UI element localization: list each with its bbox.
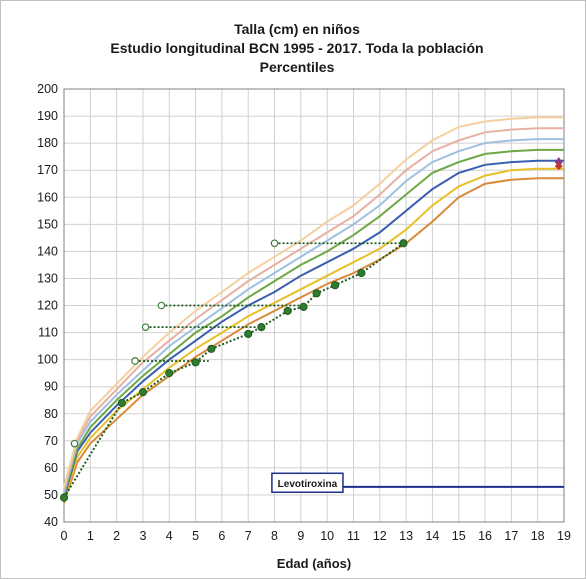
patient-height-point-2 [139, 389, 146, 396]
patient-height-point-6 [245, 330, 252, 337]
treatment-label: Levotiroxina [278, 479, 338, 490]
x-tick-label-4: 4 [166, 529, 173, 543]
x-tick-label-12: 12 [373, 529, 387, 543]
y-tick-label-7: 110 [38, 326, 58, 340]
x-tick-label-10: 10 [320, 529, 334, 543]
y-tick-label-8: 120 [37, 299, 58, 313]
y-tick-label-12: 160 [37, 190, 58, 204]
y-tick-label-13: 170 [37, 163, 58, 177]
patient-height-point-8 [284, 307, 291, 314]
chart-title: Talla (cm) en niños [234, 21, 360, 37]
x-tick-label-11: 11 [347, 529, 360, 543]
x-tick-label-14: 14 [425, 529, 439, 543]
chart-subtitle: Estudio longitudinal BCN 1995 - 2017. To… [110, 40, 483, 56]
x-axis-label: Edad (años) [277, 556, 351, 571]
x-tick-label-6: 6 [218, 529, 225, 543]
y-tick-label-6: 100 [37, 353, 58, 367]
y-tick-label-15: 190 [37, 109, 58, 123]
x-tick-label-9: 9 [297, 529, 304, 543]
patient-height-point-9 [300, 303, 307, 310]
patient-height-point-13 [400, 240, 407, 247]
patient-height-point-1 [118, 399, 125, 406]
patient-open-point-2 [142, 324, 148, 330]
y-tick-label-14: 180 [37, 136, 58, 150]
patient-open-point-0 [71, 440, 77, 446]
y-tick-label-1: 50 [44, 488, 58, 502]
y-tick-label-16: 200 [37, 82, 58, 96]
patient-height-point-3 [166, 370, 173, 377]
y-tick-label-9: 130 [37, 271, 58, 285]
chart-subtitle-percentiles: Percentiles [260, 59, 335, 75]
x-tick-label-16: 16 [478, 529, 492, 543]
x-tick-label-13: 13 [399, 529, 413, 543]
patient-open-point-1 [132, 358, 138, 364]
x-tick-label-7: 7 [245, 529, 252, 543]
patient-height-point-11 [331, 282, 338, 289]
patient-height-point-4 [192, 359, 199, 366]
patient-height-point-10 [313, 290, 320, 297]
y-tick-label-2: 60 [44, 461, 58, 475]
x-tick-label-1: 1 [87, 529, 94, 543]
patient-open-point-3 [158, 302, 164, 308]
y-tick-label-3: 70 [44, 434, 58, 448]
x-tick-label-3: 3 [139, 529, 146, 543]
patient-height-point-5 [208, 345, 215, 352]
x-tick-label-5: 5 [192, 529, 199, 543]
y-tick-label-11: 150 [37, 217, 58, 231]
x-tick-label-15: 15 [452, 529, 466, 543]
patient-height-point-12 [358, 269, 365, 276]
x-tick-label-8: 8 [271, 529, 278, 543]
patient-open-point-4 [271, 240, 277, 246]
x-tick-label-19: 19 [557, 529, 571, 543]
patient-height-point-0 [60, 494, 67, 501]
y-tick-label-10: 140 [37, 244, 58, 258]
x-tick-label-2: 2 [113, 529, 120, 543]
y-tick-label-0: 40 [44, 515, 58, 529]
x-tick-label-18: 18 [531, 529, 545, 543]
y-tick-label-4: 80 [44, 407, 58, 421]
patient-height-point-7 [258, 324, 265, 331]
x-tick-label-0: 0 [61, 529, 68, 543]
y-tick-label-5: 90 [44, 380, 58, 394]
x-tick-label-17: 17 [504, 529, 518, 543]
plot-area: 0 1 2 3 4 5 6 7 8 9 10 11 12 13 14 15 16 17 18 194050607080… [37, 82, 571, 543]
